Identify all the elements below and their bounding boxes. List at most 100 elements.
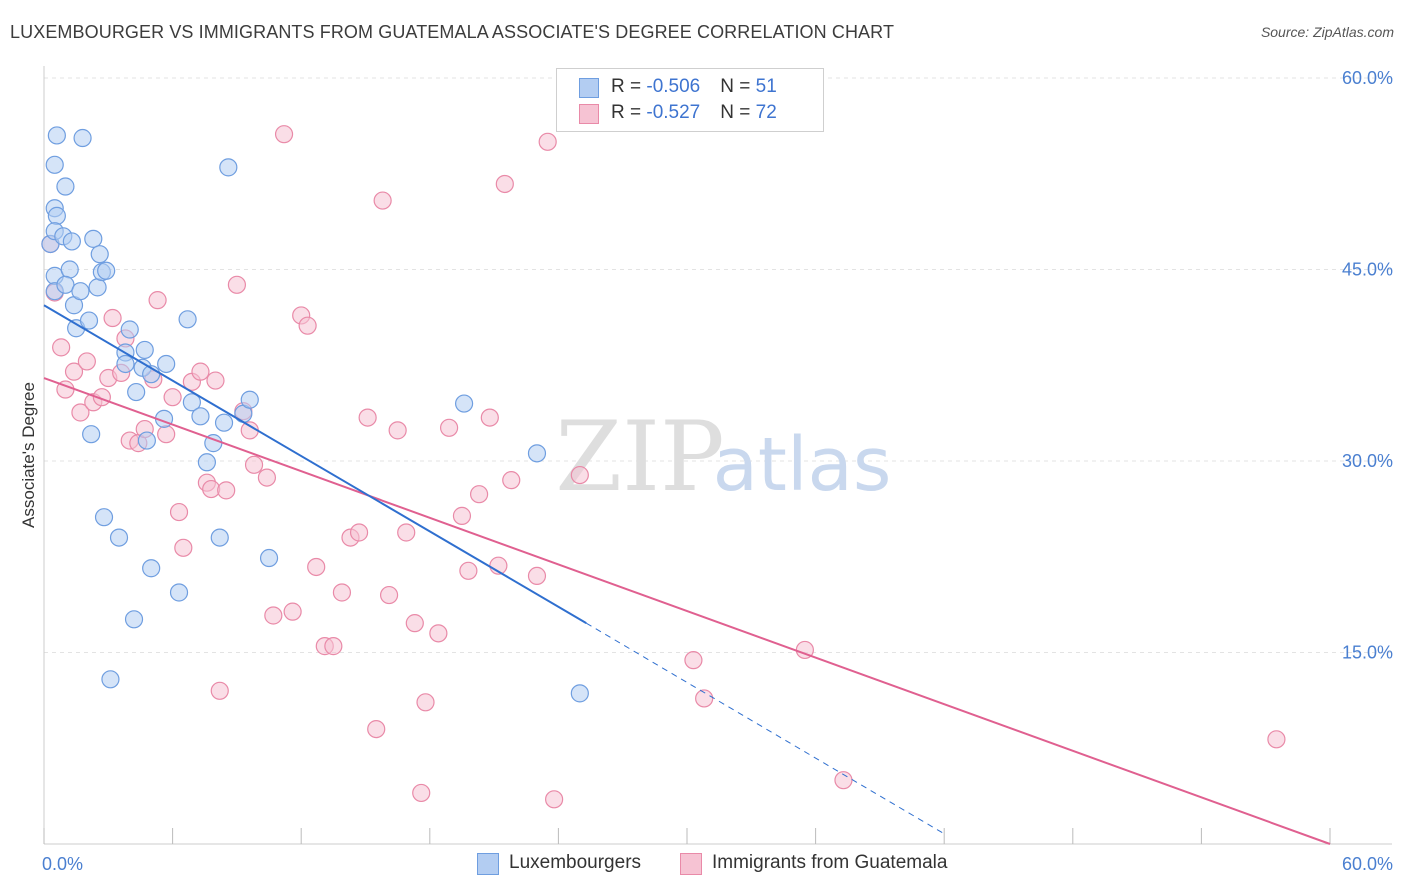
guatemala-point bbox=[71, 403, 90, 422]
chart-title: LUXEMBOURGER VS IMMIGRANTS FROM GUATEMAL… bbox=[10, 22, 895, 42]
guatemala-point bbox=[202, 479, 221, 499]
guatemala-point bbox=[52, 338, 71, 357]
guatemala-point bbox=[397, 523, 416, 542]
guatemala-point bbox=[545, 790, 564, 809]
luxembourger-point bbox=[45, 155, 64, 174]
luxembourger-point bbox=[182, 393, 201, 412]
luxembourger-point bbox=[73, 128, 92, 148]
luxembourger-trend-extension bbox=[586, 622, 945, 835]
x-tick-label: 60.0% bbox=[1342, 854, 1393, 874]
guatemala-point bbox=[174, 538, 193, 557]
guatemala-point bbox=[495, 174, 514, 194]
luxembourger-point bbox=[570, 684, 589, 703]
guatemala-point bbox=[358, 408, 377, 427]
luxembourger-point bbox=[84, 229, 103, 248]
guatemala-point bbox=[77, 352, 96, 371]
guatemala-point bbox=[148, 291, 167, 310]
luxembourger-point bbox=[191, 407, 210, 426]
series-swatch-blue bbox=[477, 853, 499, 875]
luxembourger-points bbox=[41, 126, 589, 703]
luxembourger-point bbox=[71, 282, 90, 301]
watermark-atlas: atlas bbox=[713, 422, 892, 508]
guatemala-point bbox=[298, 316, 317, 335]
guatemala-point bbox=[379, 585, 399, 605]
guatemala-point bbox=[439, 418, 459, 437]
luxembourger-point bbox=[157, 354, 176, 374]
luxembourger-point bbox=[109, 528, 129, 547]
luxembourger-point bbox=[60, 260, 79, 279]
guatemala-point bbox=[264, 606, 283, 625]
luxembourger-point bbox=[197, 453, 216, 472]
guatemala-point bbox=[416, 693, 435, 712]
guatemala-point bbox=[169, 502, 189, 522]
luxembourger-point bbox=[82, 425, 101, 444]
guatemala-point bbox=[227, 275, 246, 294]
guatemala-point bbox=[405, 614, 424, 633]
luxembourger-point bbox=[90, 245, 109, 264]
luxembourger-point bbox=[94, 508, 114, 527]
guatemala-point bbox=[163, 388, 182, 407]
guatemala-point bbox=[388, 421, 407, 440]
guatemala-point bbox=[367, 719, 386, 739]
guatemala-point bbox=[157, 425, 176, 444]
luxembourger-point bbox=[454, 394, 474, 413]
guatemala-point bbox=[412, 783, 431, 803]
guatemala-point bbox=[244, 455, 264, 474]
luxembourger-point bbox=[137, 431, 156, 450]
guatemala-point bbox=[459, 561, 478, 580]
series-label-guatemala: Immigrants from Guatemala bbox=[712, 852, 948, 873]
legend-swatch-pink bbox=[579, 104, 599, 124]
legend-r-label: R = bbox=[611, 76, 647, 97]
guatemala-point bbox=[452, 506, 472, 525]
legend-n-label: N = bbox=[720, 102, 756, 123]
y-tick-label: 45.0% bbox=[1342, 260, 1393, 280]
guatemala-point bbox=[684, 651, 703, 670]
guatemala-point bbox=[324, 637, 343, 656]
guatemala-point bbox=[834, 771, 853, 790]
y-axis-label: Associate's Degree bbox=[19, 382, 38, 528]
luxembourger-point bbox=[127, 382, 146, 402]
watermark: ZIP atlas bbox=[555, 401, 891, 513]
luxembourger-point bbox=[210, 528, 229, 547]
guatemala-point bbox=[570, 465, 589, 485]
guatemala-point bbox=[274, 125, 294, 144]
legend-swatch-blue bbox=[579, 78, 599, 98]
luxembourger-trend-line bbox=[43, 304, 587, 624]
grid-lines bbox=[44, 77, 1392, 653]
luxembourger-point bbox=[101, 670, 120, 689]
source-label: Source: ZipAtlas.com bbox=[1260, 24, 1394, 40]
luxembourger-point bbox=[124, 610, 144, 629]
y-tick-label: 60.0% bbox=[1342, 68, 1393, 88]
correlation-legend: R = -0.506 N = 51 R = -0.527 N = 72 bbox=[556, 68, 824, 132]
luxembourger-point bbox=[219, 158, 238, 177]
luxembourger-point bbox=[88, 278, 107, 297]
luxembourger-point bbox=[142, 559, 161, 578]
luxembourger-point bbox=[97, 261, 116, 280]
y-tick-label: 15.0% bbox=[1342, 643, 1393, 663]
guatemala-point bbox=[502, 471, 521, 490]
y-tick-label: 30.0% bbox=[1342, 451, 1393, 471]
guatemala-point bbox=[332, 583, 352, 602]
guatemala-point bbox=[1267, 730, 1286, 749]
legend-n-value: 72 bbox=[755, 102, 777, 123]
guatemala-point bbox=[283, 602, 302, 621]
luxembourger-point bbox=[527, 444, 547, 463]
axes bbox=[43, 66, 1392, 845]
luxembourger-point bbox=[214, 413, 234, 432]
guatemala-point bbox=[307, 557, 326, 577]
luxembourger-point bbox=[259, 548, 279, 568]
luxembourger-point bbox=[178, 310, 197, 329]
watermark-zip: ZIP bbox=[555, 401, 724, 513]
legend-r-value: -0.506 bbox=[646, 76, 701, 97]
tick-labels: 15.0% 30.0% 45.0% 60.0% 0.0% 60.0% bbox=[42, 68, 1393, 874]
guatemala-point bbox=[373, 191, 392, 210]
series-label-luxembourgers: Luxembourgers bbox=[509, 852, 642, 873]
x-tick-label: 0.0% bbox=[42, 854, 83, 874]
guatemala-point bbox=[349, 523, 369, 542]
guatemala-point bbox=[469, 485, 489, 504]
luxembourger-point bbox=[79, 311, 99, 330]
luxembourger-point bbox=[240, 390, 259, 409]
guatemala-point bbox=[103, 308, 122, 328]
trend-lines bbox=[43, 304, 1331, 845]
luxembourger-point bbox=[56, 275, 75, 294]
